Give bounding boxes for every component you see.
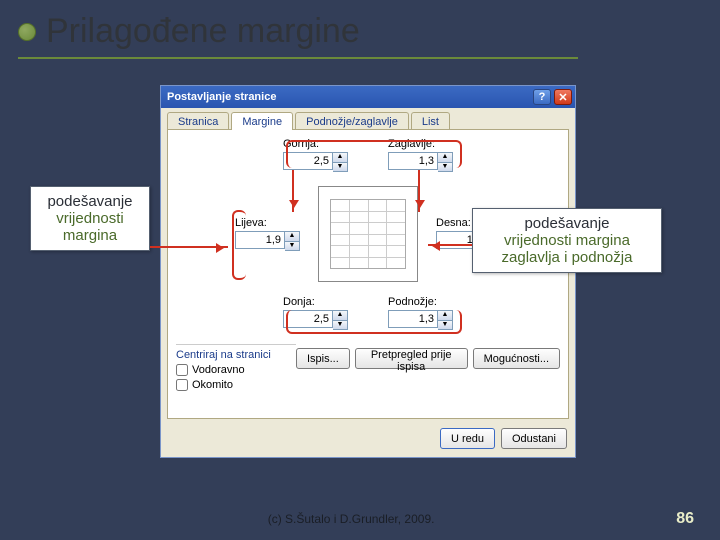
close-button[interactable]: ✕ [554, 89, 572, 105]
tab-pane-margins: Gornja: ▲ ▼ Zaglavlje: ▲ ▼ [167, 129, 569, 419]
slide-title: Prilagođene margine [46, 12, 360, 51]
label-footer: Podnožje: [388, 296, 453, 308]
callout-right: podešavanje vrijednosti margina zaglavlj… [472, 208, 662, 273]
title-underline [18, 57, 578, 59]
copyright: (c) S.Šutalo i D.Grundler, 2009. [268, 512, 435, 526]
dialog-title: Postavljanje stranice [167, 91, 276, 103]
dialog-titlebar[interactable]: Postavljanje stranice ? ✕ [161, 86, 575, 108]
tab-list[interactable]: List [411, 112, 450, 130]
print-preview-button[interactable]: Pretpregled prije ispisa [355, 348, 468, 369]
callout-right-line1: podešavanje [483, 215, 651, 232]
options-button[interactable]: Mogućnosti... [473, 348, 560, 369]
tab-strip: Stranica Margine Podnožje/zaglavlje List [161, 108, 575, 130]
slide-footer: (c) S.Šutalo i D.Grundler, 2009. 86 [0, 510, 720, 528]
bracket-left [232, 210, 246, 280]
checkbox-horizontal[interactable]: Vodoravno [176, 364, 296, 376]
title-bullet-icon [18, 23, 36, 41]
bracket-bottom [286, 310, 462, 334]
checkbox-horizontal-label: Vodoravno [192, 364, 245, 376]
help-button[interactable]: ? [533, 89, 551, 105]
preview-grid-icon [330, 199, 406, 269]
margin-preview [318, 186, 418, 282]
center-on-page-group: Centriraj na stranici Vodoravno Okomito [176, 344, 296, 391]
tab-podnozje-zaglavlje[interactable]: Podnožje/zaglavlje [295, 112, 409, 130]
checkbox-horizontal-input[interactable] [176, 364, 188, 376]
callout-left-line2: vrijednosti [41, 210, 139, 227]
dialog-footer: U redu Odustani [161, 420, 575, 457]
label-bottom: Donja: [283, 296, 348, 308]
arrow-to-right-margin [418, 170, 420, 212]
callout-right-line3: zaglavlja i podnožja [483, 249, 651, 266]
callout-left: podešavanje vrijednosti margina [30, 186, 150, 251]
cancel-button[interactable]: Odustani [501, 428, 567, 449]
arrow-callout-left [150, 246, 228, 248]
spinner-left[interactable]: ▲ ▼ [285, 231, 300, 251]
tab-stranica[interactable]: Stranica [167, 112, 229, 130]
ok-button[interactable]: U redu [440, 428, 495, 449]
arrow-to-left-margin [292, 170, 294, 212]
checkbox-vertical-input[interactable] [176, 379, 188, 391]
bracket-top [286, 140, 462, 168]
page-number: 86 [676, 510, 694, 528]
center-title: Centriraj na stranici [176, 349, 296, 361]
callout-left-line3: margina [41, 227, 139, 244]
callout-right-line2: vrijednosti margina [483, 232, 651, 249]
chevron-up-icon[interactable]: ▲ [285, 232, 299, 241]
chevron-down-icon[interactable]: ▼ [285, 241, 299, 250]
tab-margine[interactable]: Margine [231, 112, 293, 130]
checkbox-vertical-label: Okomito [192, 379, 233, 391]
arrow-callout-right [428, 244, 472, 246]
checkbox-vertical[interactable]: Okomito [176, 379, 296, 391]
print-button[interactable]: Ispis... [296, 348, 350, 369]
close-icon: ✕ [558, 91, 567, 104]
callout-left-line1: podešavanje [41, 193, 139, 210]
